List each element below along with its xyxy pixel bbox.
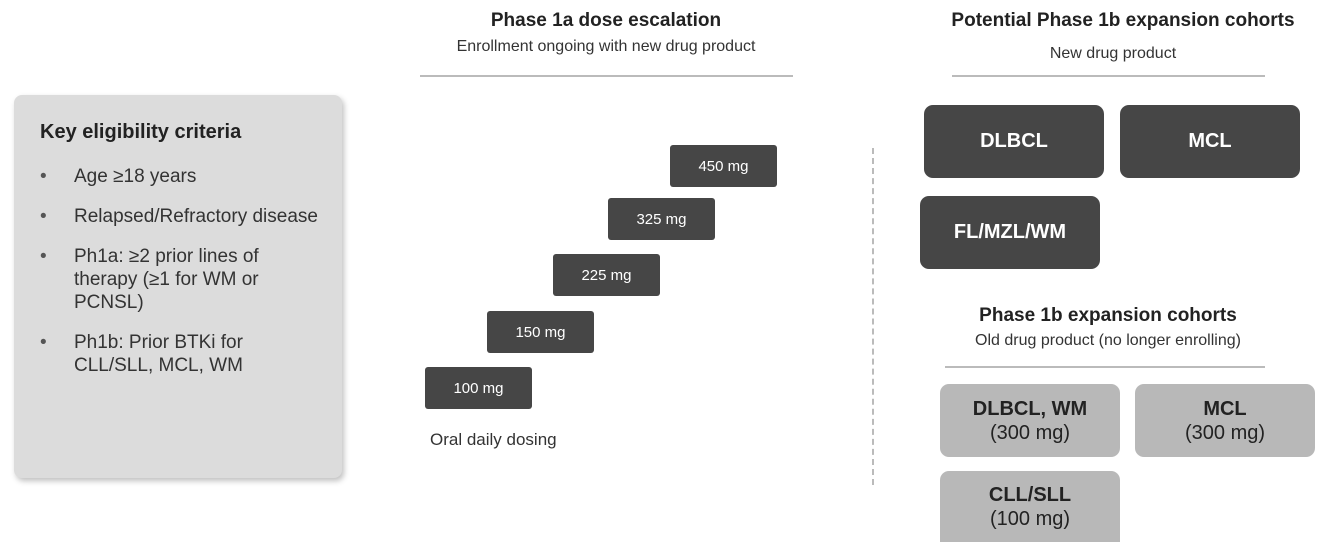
criteria-item: Age ≥18 years [40,165,320,188]
old-cohort-box: CLL/SLL (100 mg) [940,471,1120,542]
phase1b-title: Phase 1b expansion cohorts [979,305,1237,326]
old-cohort-box: MCL (300 mg) [1135,384,1315,457]
potential-subtitle: New drug product [1049,45,1177,62]
phase1a-subtitle: Enrollment ongoing with new drug product [456,38,756,55]
cohort-box: MCL [1120,105,1300,178]
dose-box: 100 mg [425,367,532,409]
cohort-label: MCL [1203,397,1247,420]
dose-box: 150 mg [487,311,594,353]
cohort-dose: (300 mg) [1184,421,1266,444]
criteria-item: Ph1b: Prior BTKi for CLL/SLL, MCL, WM [40,331,320,377]
divider [420,75,793,77]
potential-title: Potential Phase 1b expansion cohorts [951,10,1295,31]
dosing-note: Oral daily dosing [430,430,557,449]
cohort-box: FL/MZL/WM [920,196,1100,269]
criteria-list: Age ≥18 years Relapsed/Refractory diseas… [40,165,320,394]
criteria-item: Ph1a: ≥2 prior lines of therapy (≥1 for … [40,245,320,314]
divider [952,75,1265,77]
old-cohort-box: DLBCL, WM (300 mg) [940,384,1120,457]
criteria-title: Key eligibility criteria [40,121,242,143]
cohort-label: CLL/SLL [988,483,1072,506]
dose-box: 225 mg [553,254,660,296]
cohort-label: DLBCL, WM [972,397,1088,420]
criteria-item: Relapsed/Refractory disease [40,205,320,228]
phase1b-subtitle: Old drug product (no longer enrolling) [975,332,1241,349]
divider [945,366,1265,368]
dashed-separator [872,148,874,485]
cohort-dose: (100 mg) [989,507,1071,530]
cohort-dose: (300 mg) [989,421,1071,444]
phase1a-title: Phase 1a dose escalation [490,10,722,31]
dose-box: 450 mg [670,145,777,187]
criteria-box: Key eligibility criteria Age ≥18 years R… [14,95,342,478]
cohort-box: DLBCL [924,105,1104,178]
dose-box: 325 mg [608,198,715,240]
